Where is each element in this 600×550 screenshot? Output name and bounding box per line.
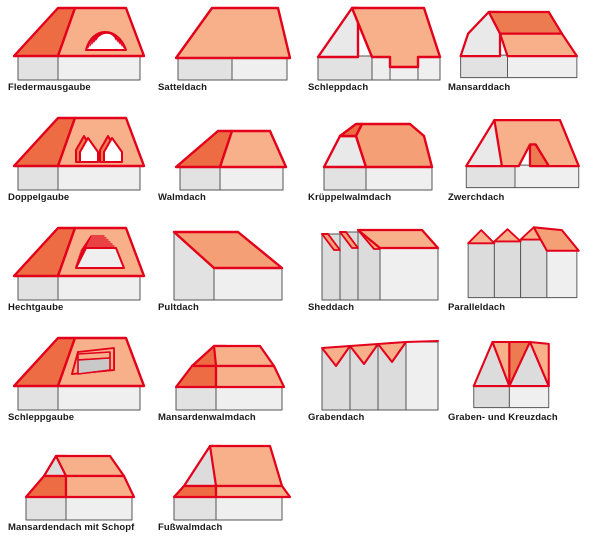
- figure-label: Walmdach: [158, 192, 206, 203]
- zwerchdach-drawing: [465, 119, 580, 189]
- figure-label: Mansardenwalmdach: [158, 412, 256, 423]
- figure-label: Paralleldach: [448, 302, 506, 313]
- figure-label: Mansarddach: [448, 82, 511, 93]
- figure-pultdach: Pultdach: [150, 220, 300, 330]
- figure-label: Fledermausgaube: [8, 82, 91, 93]
- pultdach-drawing: [172, 230, 284, 301]
- grabendach-drawing: [321, 340, 439, 411]
- roof-types-sheet: Fledermausgaube Satteldach Schleppdach: [0, 0, 590, 533]
- mansardendach-mit-schopf-drawing: [24, 454, 136, 521]
- doppelgaube-drawing: [12, 116, 146, 191]
- figure-label: Zwerchdach: [448, 192, 505, 203]
- figure-doppelgaube: Doppelgaube: [0, 110, 150, 220]
- paralleldach-drawing: [467, 226, 580, 299]
- figure-label: Schleppgaube: [8, 412, 75, 423]
- graben-und-kreuzdach-drawing: [472, 340, 550, 409]
- figure-mansardenwalmdach: Mansardenwalmdach: [150, 330, 300, 440]
- figure-label: Schleppdach: [308, 82, 369, 93]
- figure-grabendach: Grabendach: [300, 330, 450, 440]
- walmdach-drawing: [174, 129, 288, 191]
- figure-label: Sheddach: [308, 302, 355, 313]
- schleppgaube-drawing: [12, 336, 146, 411]
- figure-hechtgaube: Hechtgaube: [0, 220, 150, 330]
- figure-fledermausgaube: Fledermausgaube: [0, 0, 150, 110]
- figure-paralleldach: Paralleldach: [440, 220, 590, 330]
- figure-label: Grabendach: [308, 412, 365, 423]
- figure-graben-und-kreuzdach: Graben- und Kreuzdach: [440, 330, 590, 440]
- figure-schleppdach: Schleppdach: [300, 0, 450, 110]
- figure-walmdach: Walmdach: [150, 110, 300, 220]
- figure-satteldach: Satteldach: [150, 0, 300, 110]
- figure-label: Mansardendach mit Schopf: [8, 522, 135, 533]
- figure-sheddach: Sheddach: [300, 220, 450, 330]
- sheddach-drawing: [321, 228, 440, 301]
- mansardenwalmdach-drawing: [174, 344, 286, 411]
- figure-zwerchdach: Zwerchdach: [440, 110, 590, 220]
- mansarddach-drawing: [459, 10, 578, 79]
- figure-label: Krüppelwalmdach: [308, 192, 392, 203]
- figure-label: Satteldach: [158, 82, 208, 93]
- hechtgaube-drawing: [12, 226, 146, 301]
- figure-krueppelwalmdach: Krüppelwalmdach: [300, 110, 450, 220]
- fusswalmdach-drawing: [172, 444, 292, 521]
- figure-mansarddach: Mansarddach: [440, 0, 590, 110]
- figure-label: Doppelgaube: [8, 192, 70, 203]
- figure-fusswalmdach: Fußwalmdach: [150, 440, 300, 550]
- fledermausgaube-drawing: [12, 6, 146, 81]
- figure-mansardendach-mit-schopf: Mansardendach mit Schopf: [0, 440, 150, 550]
- satteldach-drawing: [174, 6, 292, 81]
- krueppelwalmdach-drawing: [322, 122, 434, 191]
- figure-schleppgaube: Schleppgaube: [0, 330, 150, 440]
- figure-label: Hechtgaube: [8, 302, 64, 313]
- figure-label: Fußwalmdach: [158, 522, 223, 533]
- schleppdach-drawing: [316, 6, 442, 81]
- figure-label: Pultdach: [158, 302, 199, 313]
- figure-label: Graben- und Kreuzdach: [448, 412, 558, 423]
